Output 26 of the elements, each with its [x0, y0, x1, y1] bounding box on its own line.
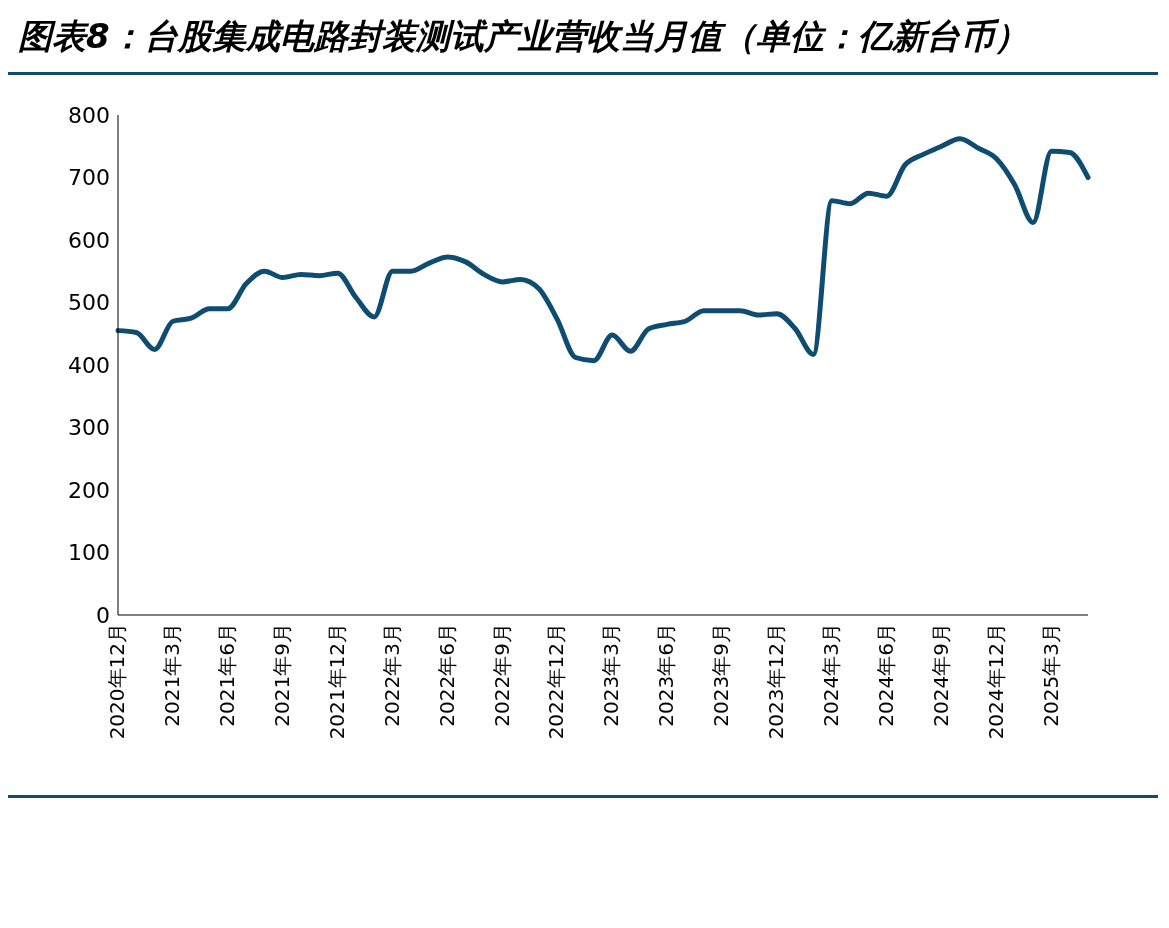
x-tick-label: 2022年6月 [434, 623, 459, 727]
y-tick-label: 300 [68, 415, 110, 441]
x-tick-label: 2025年3月 [1038, 623, 1063, 727]
x-tick-label: 2021年3月 [160, 623, 185, 727]
x-tick-label: 2023年3月 [599, 623, 624, 727]
chart-title: 图表8：台股集成电路封装测试产业营收当月值（单位：亿新台币） [17, 15, 1029, 58]
y-tick-label: 200 [68, 477, 110, 503]
x-tick-label: 2024年6月 [873, 623, 898, 727]
x-tick-label: 2021年12月 [324, 623, 349, 740]
y-tick-label: 500 [68, 290, 110, 316]
x-tick-label: 2022年9月 [489, 623, 514, 727]
y-tick-label: 800 [68, 102, 110, 128]
x-tick-label: 2024年12月 [983, 623, 1008, 740]
y-tick-label: 700 [68, 165, 110, 191]
y-tick-label: 400 [68, 352, 110, 378]
x-tick-label: 2021年6月 [215, 623, 240, 727]
x-tick-label: 2023年12月 [764, 623, 789, 740]
y-tick-label: 100 [68, 540, 110, 566]
x-tick-label: 2024年3月 [818, 623, 843, 727]
x-tick-label: 2024年9月 [928, 623, 953, 727]
x-tick-label: 2023年9月 [709, 623, 734, 727]
x-tick-label: 2022年3月 [379, 623, 404, 727]
x-tick-label: 2021年9月 [269, 623, 294, 727]
y-tick-label: 600 [68, 227, 110, 253]
x-tick-label: 2023年6月 [654, 623, 679, 727]
x-tick-label: 2022年12月 [544, 623, 569, 740]
